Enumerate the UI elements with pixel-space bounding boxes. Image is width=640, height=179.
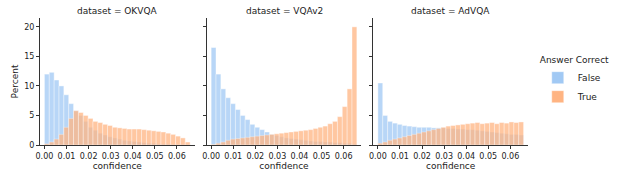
svg-text:0.04: 0.04 — [291, 152, 309, 161]
svg-text:confidence: confidence — [259, 161, 309, 171]
svg-text:dataset = OKVQA: dataset = OKVQA — [77, 6, 158, 16]
svg-text:0.03: 0.03 — [435, 152, 453, 161]
svg-text:False: False — [578, 73, 601, 83]
svg-text:0.05: 0.05 — [479, 152, 497, 161]
svg-text:10: 10 — [24, 82, 34, 91]
svg-text:0.02: 0.02 — [80, 152, 98, 161]
svg-text:0.05: 0.05 — [146, 152, 164, 161]
svg-text:0.02: 0.02 — [246, 152, 264, 161]
svg-text:0.00: 0.00 — [202, 152, 220, 161]
svg-text:0.03: 0.03 — [102, 152, 120, 161]
svg-text:0: 0 — [29, 141, 34, 150]
svg-text:5: 5 — [29, 111, 34, 120]
svg-text:0.06: 0.06 — [335, 152, 353, 161]
svg-text:dataset = AdVQA: dataset = AdVQA — [411, 6, 490, 16]
svg-text:0.01: 0.01 — [58, 152, 76, 161]
svg-text:dataset = VQAv2: dataset = VQAv2 — [246, 6, 323, 16]
svg-text:0.00: 0.00 — [369, 152, 387, 161]
svg-text:Percent: Percent — [10, 64, 20, 98]
svg-text:0.05: 0.05 — [313, 152, 331, 161]
svg-text:0.03: 0.03 — [268, 152, 286, 161]
svg-text:Answer Correct: Answer Correct — [540, 55, 609, 65]
svg-text:0.06: 0.06 — [501, 152, 519, 161]
svg-text:0.06: 0.06 — [168, 152, 186, 161]
svg-text:20: 20 — [24, 23, 34, 32]
svg-text:0.01: 0.01 — [391, 152, 409, 161]
svg-text:0.01: 0.01 — [224, 152, 242, 161]
svg-text:15: 15 — [24, 52, 34, 61]
svg-text:0.04: 0.04 — [457, 152, 475, 161]
svg-text:confidence: confidence — [426, 161, 476, 171]
svg-text:0.04: 0.04 — [124, 152, 142, 161]
svg-text:confidence: confidence — [93, 161, 143, 171]
svg-text:0.00: 0.00 — [36, 152, 54, 161]
svg-text:True: True — [577, 92, 598, 102]
svg-text:0.02: 0.02 — [413, 152, 431, 161]
